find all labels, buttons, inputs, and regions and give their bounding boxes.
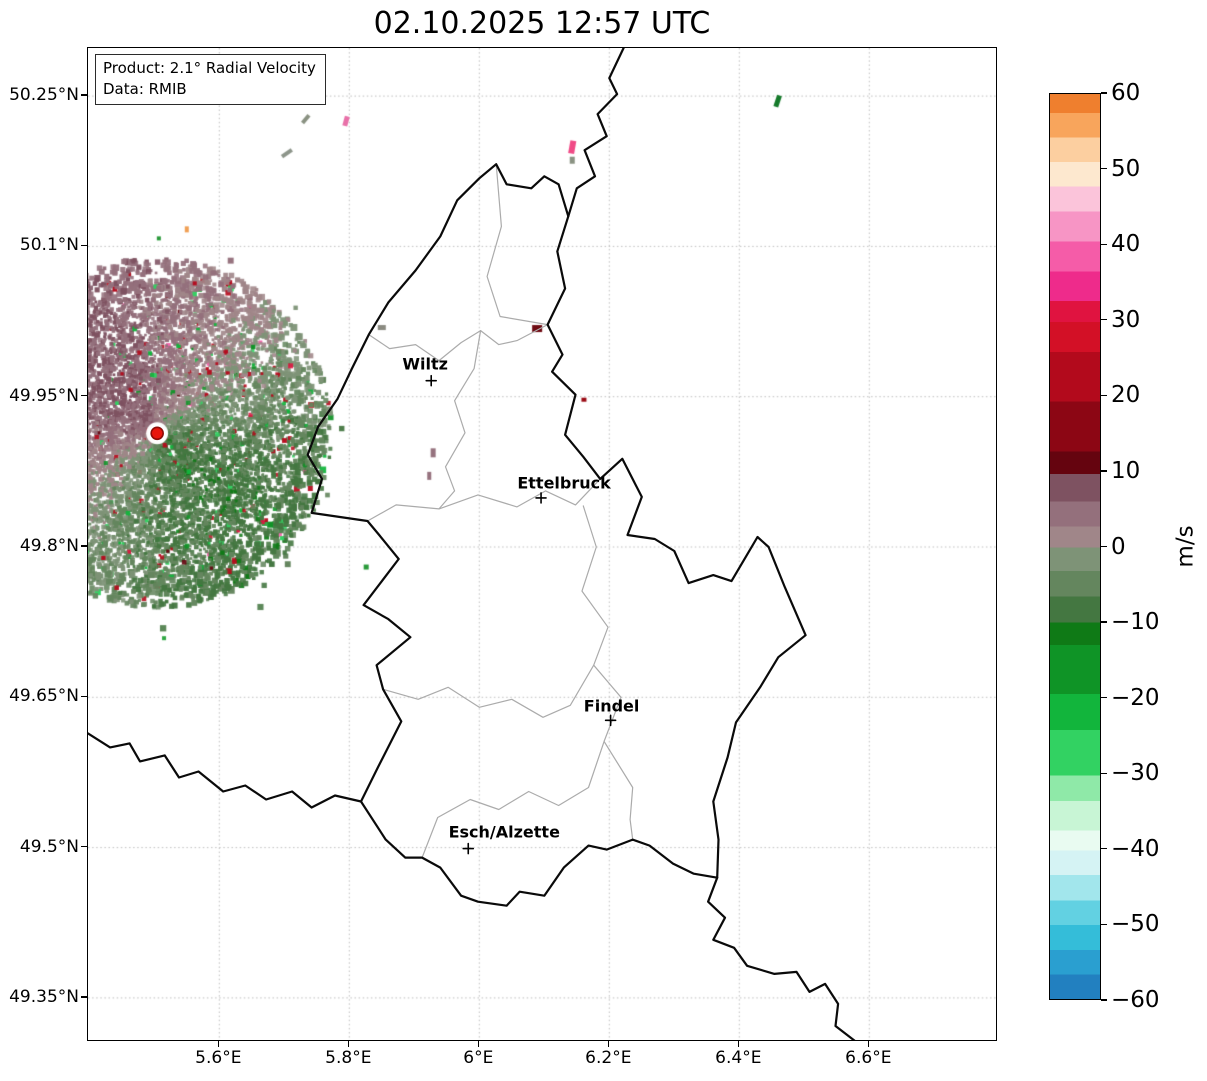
district-border — [368, 324, 549, 362]
lat-tick-label: 49.65°N — [9, 686, 79, 707]
lat-tick-label: 50.25°N — [9, 85, 79, 106]
lon-tick-mark — [347, 1041, 349, 1047]
lon-tick-label: 6.6°E — [845, 1048, 892, 1068]
lat-tick-mark — [81, 94, 87, 96]
lat-tick-mark — [81, 244, 87, 247]
colorbar-tick-mark — [1101, 697, 1107, 699]
colorbar-tick-label: 0 — [1111, 533, 1126, 560]
city-label-findel: Findel — [583, 696, 640, 716]
lon-tick-mark — [737, 1041, 739, 1047]
colorbar-tick-mark — [1101, 167, 1107, 170]
lon-tick-mark — [867, 1041, 869, 1047]
colorbar-gradient — [1050, 94, 1100, 999]
lat-tick-label: 50.1°N — [19, 235, 79, 256]
colorbar-tick-label: 10 — [1111, 457, 1141, 484]
lat-tick-label: 49.35°N — [9, 986, 79, 1007]
city-marker-cross — [462, 842, 475, 855]
lon-tick-label: 6.4°E — [715, 1048, 762, 1068]
city-label-ettelbruck: Ettelbruck — [517, 473, 611, 493]
colorbar-tick-label: 20 — [1111, 382, 1141, 409]
lon-tick-label: 5.6°E — [195, 1048, 242, 1068]
lon-tick-label: 5.8°E — [325, 1048, 372, 1068]
colorbar-tick-label: 60 — [1111, 80, 1141, 106]
colorbar-tick-mark — [1101, 243, 1107, 245]
colorbar-tick-label: 30 — [1111, 306, 1141, 333]
map-borders-svg — [88, 48, 856, 1040]
city-label-wiltz: Wiltz — [402, 354, 448, 374]
lat-tick-label: 49.8°N — [19, 536, 79, 556]
colorbar-tick-mark — [1101, 923, 1107, 926]
district-border — [486, 163, 549, 326]
colorbar-unit-label: m/s — [1172, 525, 1199, 568]
colorbar-tick-mark — [1101, 621, 1107, 623]
radar-site-marker — [150, 426, 164, 441]
district-border — [438, 330, 482, 510]
colorbar-tick-label: −60 — [1111, 987, 1160, 1013]
district-border — [581, 505, 634, 841]
colorbar-tick-mark — [1101, 772, 1107, 774]
colorbar-tick-label: −20 — [1111, 684, 1160, 711]
city-label-esch-alzette: Esch/Alzette — [448, 822, 560, 842]
colorbar-tick-mark — [1101, 999, 1107, 1001]
lat-tick-mark — [81, 395, 87, 397]
country-border-belgium-germany — [567, 48, 625, 218]
lon-tick-mark — [477, 1041, 479, 1047]
colorbar-tick-label: −30 — [1111, 760, 1160, 787]
colorbar-tick-label: −50 — [1111, 911, 1160, 938]
country-border-belgium-france — [88, 732, 363, 809]
plot-title: 02.10.2025 12:57 UTC — [373, 6, 711, 41]
city-marker-cross — [535, 492, 547, 504]
product-info-line1: Product: 2.1° Radial Velocity — [103, 59, 316, 77]
country-border-france-germany — [707, 876, 856, 1040]
lat-tick-label: 49.5°N — [19, 836, 79, 857]
lon-tick-label: 6.2°E — [585, 1048, 632, 1068]
lat-tick-label: 49.95°N — [9, 385, 79, 406]
country-border-luxembourg — [306, 163, 807, 907]
colorbar-tick-label: −10 — [1111, 609, 1160, 636]
lat-tick-mark — [81, 545, 87, 547]
lat-tick-mark — [81, 996, 87, 998]
city-marker-cross — [425, 374, 437, 387]
colorbar-tick-label: 50 — [1111, 155, 1141, 182]
colorbar-tick-mark — [1101, 92, 1107, 94]
colorbar-tick-label: 40 — [1111, 231, 1141, 258]
product-info-line2: Data: RMIB — [103, 80, 187, 98]
city-marker-cross — [604, 714, 617, 727]
map-plot: Wiltz Ettelbruck Findel Esch/Alzette Produc… — [87, 47, 997, 1041]
district-border — [421, 740, 605, 859]
lat-tick-mark — [81, 845, 87, 848]
district-border — [366, 478, 601, 522]
colorbar-tick-mark — [1101, 394, 1107, 396]
district-border — [382, 664, 595, 718]
lon-tick-label: 6°E — [463, 1048, 494, 1068]
colorbar — [1049, 93, 1101, 1000]
colorbar-tick-label: −40 — [1111, 835, 1160, 862]
product-info-box: Product: 2.1° Radial Velocity Data: RMIB — [95, 54, 326, 105]
colorbar-tick-mark — [1101, 545, 1107, 548]
colorbar-tick-mark — [1101, 470, 1107, 472]
lon-tick-mark — [217, 1041, 219, 1047]
lon-tick-mark — [607, 1041, 609, 1047]
radar-echo-canvas — [88, 48, 996, 1040]
colorbar-tick-mark — [1101, 319, 1107, 321]
lat-tick-mark — [81, 695, 87, 697]
colorbar-tick-mark — [1101, 848, 1107, 850]
